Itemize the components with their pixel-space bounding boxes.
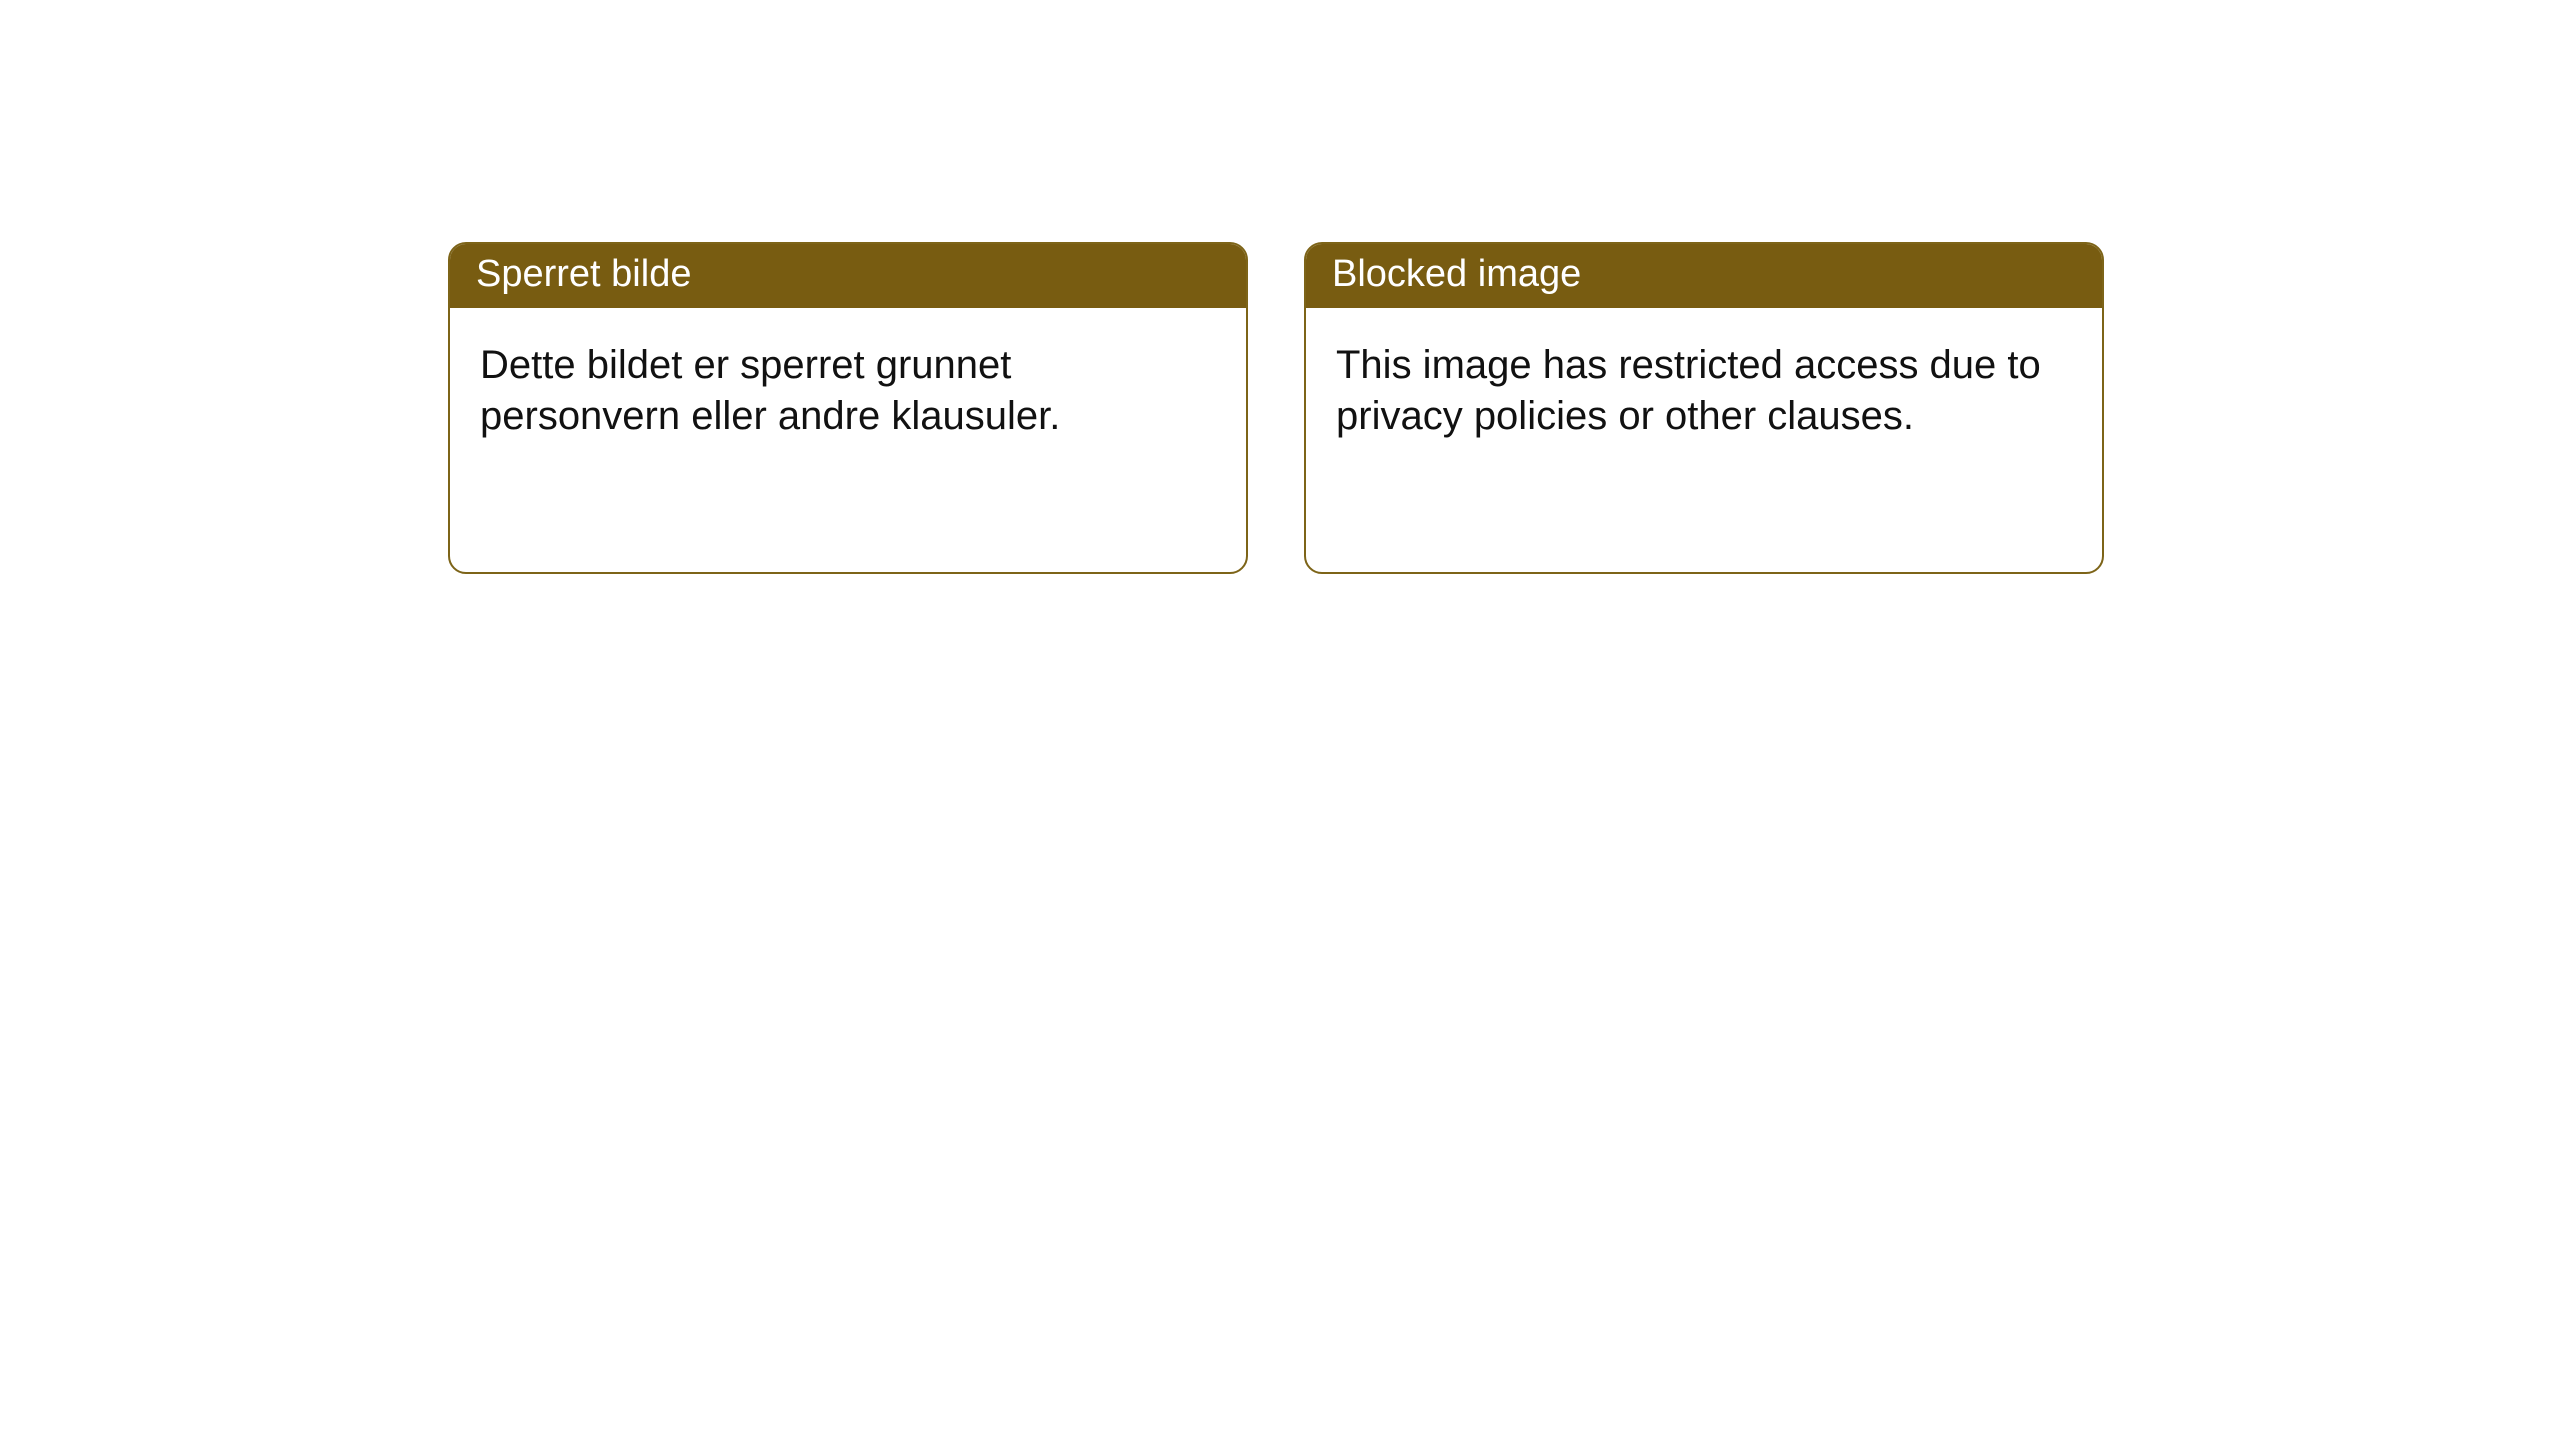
card-title-en: Blocked image bbox=[1306, 244, 2102, 308]
card-title-no: Sperret bilde bbox=[450, 244, 1246, 308]
card-body-en: This image has restricted access due to … bbox=[1306, 308, 2102, 462]
blocked-image-card-en: Blocked image This image has restricted … bbox=[1304, 242, 2104, 574]
card-body-no: Dette bildet er sperret grunnet personve… bbox=[450, 308, 1246, 462]
notice-container: Sperret bilde Dette bildet er sperret gr… bbox=[0, 0, 2560, 574]
blocked-image-card-no: Sperret bilde Dette bildet er sperret gr… bbox=[448, 242, 1248, 574]
